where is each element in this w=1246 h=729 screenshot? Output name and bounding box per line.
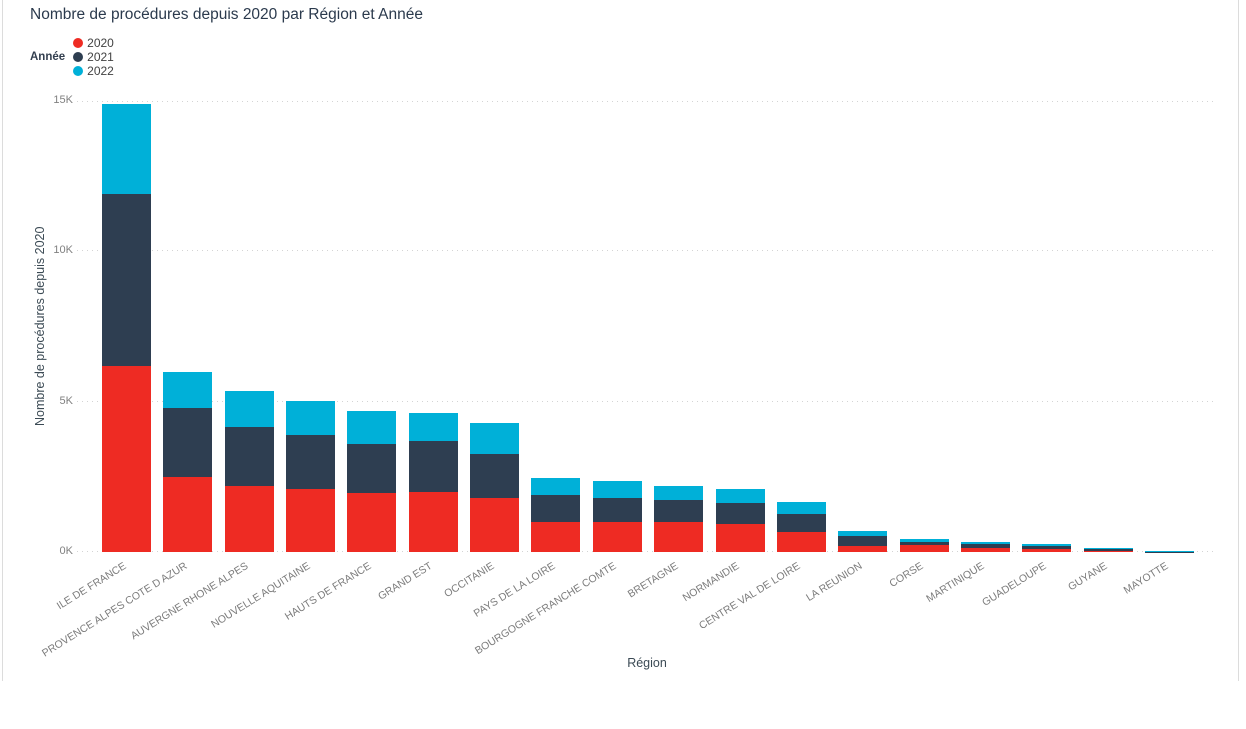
bar-segment[interactable] bbox=[163, 477, 212, 552]
bar-segment[interactable] bbox=[102, 104, 151, 194]
gridline-10K bbox=[77, 250, 1217, 251]
bar-segment[interactable] bbox=[593, 522, 642, 552]
bar-segment[interactable] bbox=[654, 500, 703, 522]
bar-segment[interactable] bbox=[838, 546, 887, 552]
y-tick-label-0K: 0K bbox=[30, 545, 73, 557]
bar-segment[interactable] bbox=[716, 524, 765, 552]
bar-segment[interactable] bbox=[409, 413, 458, 441]
bar-segment[interactable] bbox=[163, 408, 212, 477]
bar-segment[interactable] bbox=[225, 427, 274, 486]
bar-segment[interactable] bbox=[470, 454, 519, 498]
bar-segment[interactable] bbox=[1084, 549, 1133, 551]
pane-border-left bbox=[2, 0, 3, 681]
gridline-15K bbox=[77, 101, 1217, 102]
bar-segment[interactable] bbox=[470, 498, 519, 552]
y-tick-label-15K: 15K bbox=[30, 94, 73, 106]
bar-segment[interactable] bbox=[531, 522, 580, 552]
bar-segment[interactable] bbox=[225, 486, 274, 552]
bar-segment[interactable] bbox=[838, 531, 887, 536]
legend-dot-2021 bbox=[73, 52, 83, 62]
bar-segment[interactable] bbox=[777, 502, 826, 515]
bar-segment[interactable] bbox=[286, 489, 335, 552]
bar-segment[interactable] bbox=[286, 435, 335, 489]
bar-segment[interactable] bbox=[1145, 551, 1194, 552]
bar-segment[interactable] bbox=[777, 514, 826, 532]
bar-segment[interactable] bbox=[900, 542, 949, 546]
bar-segment[interactable] bbox=[409, 441, 458, 492]
y-tick-label-5K: 5K bbox=[30, 395, 73, 407]
bar-segment[interactable] bbox=[593, 481, 642, 498]
bar-segment[interactable] bbox=[347, 444, 396, 494]
bar-segment[interactable] bbox=[654, 522, 703, 552]
bar-segment[interactable] bbox=[593, 498, 642, 522]
bar-segment[interactable] bbox=[347, 493, 396, 552]
bar-segment[interactable] bbox=[163, 372, 212, 408]
y-tick-label-10K: 10K bbox=[30, 244, 73, 256]
bar-segment[interactable] bbox=[961, 544, 1010, 548]
bar-segment[interactable] bbox=[838, 536, 887, 546]
bar-segment[interactable] bbox=[716, 503, 765, 524]
chart-title: Nombre de procédures depuis 2020 par Rég… bbox=[30, 6, 423, 24]
bar-segment[interactable] bbox=[1084, 551, 1133, 552]
bar-segment[interactable] bbox=[1084, 548, 1133, 549]
bar-segment[interactable] bbox=[716, 489, 765, 503]
y-axis-title: Nombre de procédures depuis 2020 bbox=[32, 101, 48, 552]
legend-item-2021[interactable]: 2021 bbox=[73, 50, 114, 64]
bar-segment[interactable] bbox=[531, 495, 580, 522]
legend-item-2022[interactable]: 2022 bbox=[73, 64, 114, 78]
bar-segment[interactable] bbox=[1022, 549, 1071, 552]
legend-title: Année bbox=[30, 51, 65, 63]
bar-segment[interactable] bbox=[654, 486, 703, 500]
legend-dot-2022 bbox=[73, 66, 83, 76]
bar-segment[interactable] bbox=[1022, 546, 1071, 549]
bar-segment[interactable] bbox=[286, 401, 335, 435]
bar-segment[interactable] bbox=[777, 532, 826, 552]
bar-segment[interactable] bbox=[409, 492, 458, 552]
bar-segment[interactable] bbox=[102, 366, 151, 552]
legend-dot-2020 bbox=[73, 38, 83, 48]
bar-segment[interactable] bbox=[531, 478, 580, 495]
bar-segment[interactable] bbox=[347, 411, 396, 444]
bar-segment[interactable] bbox=[225, 391, 274, 427]
plot-area bbox=[77, 101, 1217, 552]
bar-segment[interactable] bbox=[961, 548, 1010, 552]
legend-item-2020[interactable]: 2020 bbox=[73, 36, 114, 50]
bar-segment[interactable] bbox=[961, 542, 1010, 544]
bar-segment[interactable] bbox=[102, 194, 151, 365]
pane-border-right bbox=[1238, 0, 1239, 681]
x-axis-title: Région bbox=[77, 656, 1217, 670]
legend-item-label: 2022 bbox=[87, 64, 114, 78]
bar-segment[interactable] bbox=[470, 423, 519, 454]
bar-segment[interactable] bbox=[900, 539, 949, 541]
legend-item-label: 2021 bbox=[87, 50, 114, 64]
bar-segment[interactable] bbox=[1022, 544, 1071, 546]
bar-segment[interactable] bbox=[900, 545, 949, 552]
legend-item-label: 2020 bbox=[87, 36, 114, 50]
